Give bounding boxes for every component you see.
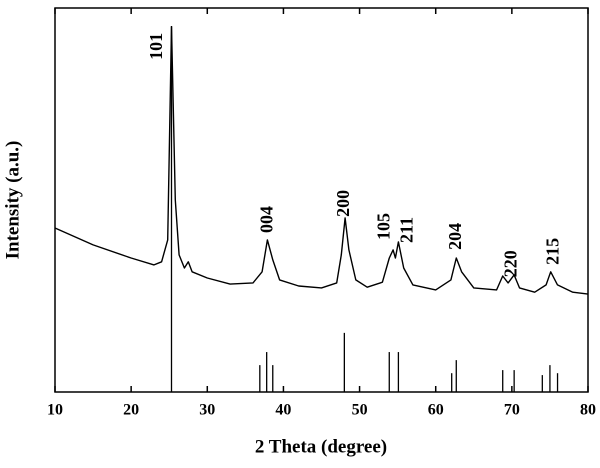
peak-label: 101	[146, 33, 166, 60]
pattern-line	[54, 26, 589, 295]
x-tick-label: 60	[428, 402, 444, 419]
peak-label: 200	[333, 190, 353, 217]
peak-label: 211	[396, 217, 416, 243]
peak-label: 215	[543, 238, 563, 265]
x-tick-label: 70	[504, 402, 520, 419]
peak-label: 204	[445, 223, 465, 250]
x-tick-label: 80	[580, 402, 596, 419]
peak-label: 220	[501, 250, 521, 277]
x-tick-label: 40	[275, 402, 291, 419]
x-tick-label: 20	[123, 402, 139, 419]
x-tick-label: 50	[352, 402, 368, 419]
y-axis-title: Intensity (a.u.)	[2, 141, 23, 260]
x-axis-title: 2 Theta (degree)	[255, 436, 387, 457]
x-tick-label: 10	[47, 402, 63, 419]
x-tick-label: 30	[199, 402, 215, 419]
peak-label: 105	[374, 213, 394, 240]
peak-label: 004	[256, 206, 276, 233]
plot-frame	[54, 7, 589, 393]
